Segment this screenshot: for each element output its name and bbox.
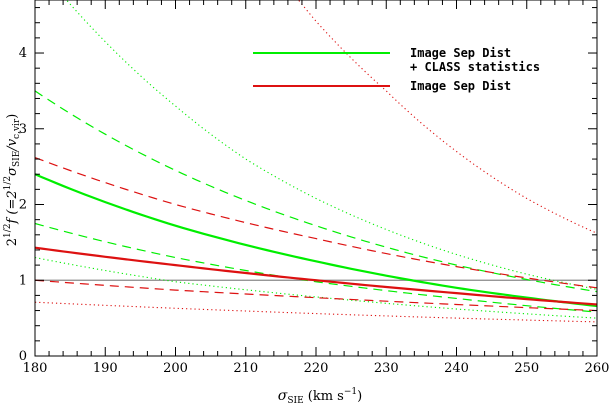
x-tick-label: 180 bbox=[23, 361, 48, 376]
legend-label-red: Image Sep Dist bbox=[410, 79, 511, 93]
y-axis-label: 21/2f (=21/2σSIE/vc,vir) bbox=[3, 114, 22, 247]
x-tick-label: 260 bbox=[585, 361, 610, 376]
series-line-9 bbox=[297, 0, 597, 234]
x-tick-label: 190 bbox=[93, 361, 118, 376]
x-tick-label: 200 bbox=[163, 361, 188, 376]
x-axis-label: σSIE (km s−1) bbox=[278, 387, 362, 406]
y-tick-label: 1 bbox=[19, 273, 27, 288]
y-tick-label: 3 bbox=[19, 122, 27, 137]
series-line-7 bbox=[35, 156, 597, 289]
series-line-4 bbox=[65, 0, 597, 290]
y-tick-label: 4 bbox=[19, 46, 27, 61]
legend-label-green-line1: Image Sep Dist bbox=[410, 46, 511, 60]
y-tick-label: 0 bbox=[19, 349, 27, 364]
x-tick-label: 230 bbox=[374, 361, 399, 376]
x-tick-label: 220 bbox=[304, 361, 329, 376]
series-line-3 bbox=[35, 222, 597, 313]
axes: 180 190 200 210 220 230 240 250 260 0 1 2 3 4 bbox=[19, 0, 610, 376]
x-tick-label: 250 bbox=[514, 361, 539, 376]
legend: Image Sep Dist + CLASS statistics Image … bbox=[253, 46, 540, 93]
series-line-2 bbox=[35, 90, 597, 293]
x-tick-label: 210 bbox=[233, 361, 258, 376]
legend-label-green-line2: + CLASS statistics bbox=[410, 60, 540, 74]
series-line-8 bbox=[35, 279, 597, 312]
plot-frame bbox=[34, 0, 598, 357]
y-tick-label: 2 bbox=[19, 198, 27, 213]
series-line-1 bbox=[35, 173, 597, 308]
series-layer bbox=[35, 0, 597, 323]
x-tick-label: 240 bbox=[444, 361, 469, 376]
series-line-6 bbox=[35, 246, 597, 306]
